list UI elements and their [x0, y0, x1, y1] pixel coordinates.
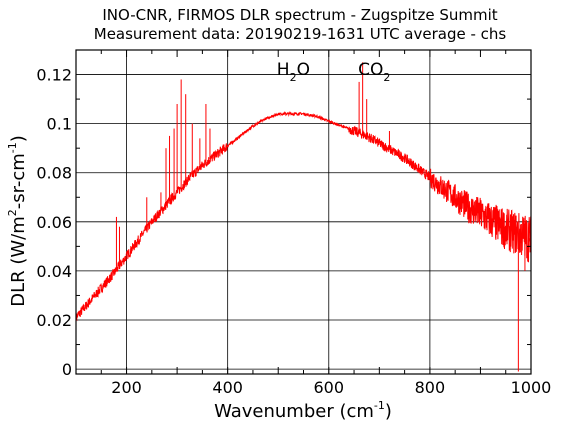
- y-tick-label: 0.08: [36, 164, 72, 183]
- spectrum-line: [75, 110, 532, 323]
- x-tick-label: 1000: [511, 378, 552, 397]
- y-tick-label: 0.12: [36, 66, 72, 85]
- x-tick-label: 200: [111, 378, 142, 397]
- x-tick-label: 400: [212, 378, 243, 397]
- y-tick-label: 0: [62, 360, 72, 379]
- y-tick-label: 0.04: [36, 262, 72, 281]
- y-tick-labels: 0 0.02 0.04 0.06 0.08 0.1 0.12: [36, 66, 72, 380]
- x-tick-labels: 200 400 600 800 1000: [111, 378, 551, 397]
- y-tick-label: 0.02: [36, 311, 72, 330]
- plot-area: [75, 62, 532, 372]
- molecule-annotation: CO2: [358, 60, 390, 84]
- y-axis-title: DLR (W/m2-sr-cm-1): [6, 135, 29, 307]
- chart-title: INO-CNR, FIRMOS DLR spectrum - Zugspitze…: [102, 6, 497, 24]
- y-tick-label: 0.06: [36, 213, 72, 232]
- x-axis-title: Wavenumber (cm-1): [214, 399, 392, 422]
- grid-lines: [76, 50, 531, 374]
- annotations: H2O CO2: [277, 60, 391, 84]
- plot-frame: [75, 49, 532, 375]
- chart-subtitle: Measurement data: 20190219-1631 UTC aver…: [94, 25, 507, 43]
- tick-marks: [76, 50, 531, 374]
- x-tick-label: 600: [314, 378, 345, 397]
- molecule-annotation: H2O: [277, 60, 310, 84]
- x-tick-label: 800: [415, 378, 446, 397]
- y-tick-label: 0.1: [47, 115, 72, 134]
